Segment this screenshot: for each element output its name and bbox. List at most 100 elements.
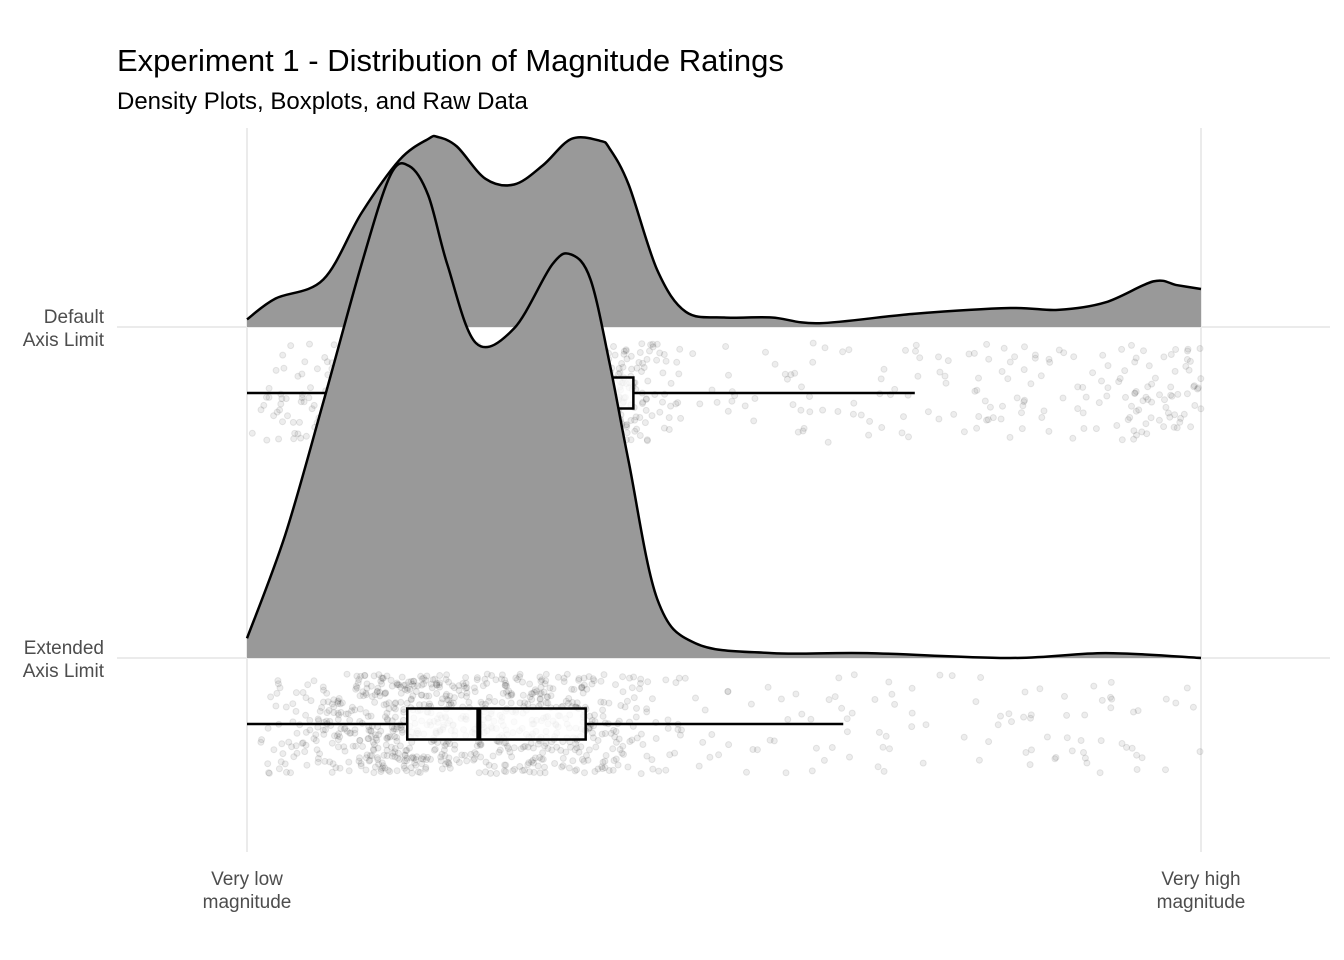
raw-point: [292, 707, 300, 715]
raw-point: [1038, 414, 1046, 421]
raw-point: [380, 701, 388, 709]
raw-point: [302, 741, 310, 749]
raw-point: [764, 683, 772, 691]
raw-point: [524, 700, 532, 708]
raw-point: [409, 753, 417, 761]
raw-point: [516, 673, 523, 681]
raw-point: [341, 747, 349, 755]
raw-point: [891, 700, 899, 708]
raw-point: [366, 756, 374, 764]
raw-point: [501, 761, 509, 769]
raw-point: [530, 768, 538, 776]
raw-point: [511, 765, 518, 773]
raw-point: [316, 750, 324, 758]
grid-layer: [246, 128, 1202, 852]
raw-point: [533, 688, 541, 695]
raw-point: [302, 728, 310, 736]
raw-point: [877, 375, 885, 383]
raw-point: [445, 678, 453, 686]
raw-point: [450, 694, 458, 702]
raw-point: [303, 761, 311, 769]
raw-point: [377, 677, 385, 685]
raw-point: [659, 369, 667, 377]
raw-point: [542, 670, 550, 678]
x-tick-label-1: Very high magnitude: [1157, 869, 1246, 913]
raw-point: [972, 698, 980, 706]
raw-point: [377, 765, 385, 773]
raw-point: [323, 709, 331, 717]
raw-point: [306, 340, 313, 348]
raw-point: [383, 746, 391, 754]
raw-point: [1045, 355, 1053, 363]
raw-point: [541, 763, 548, 771]
raw-point: [1133, 751, 1141, 759]
raw-point: [631, 416, 639, 424]
raw-point: [276, 684, 284, 692]
raw-point: [1177, 414, 1185, 422]
raw-point: [385, 699, 393, 707]
raw-point: [589, 729, 596, 737]
raw-point: [352, 685, 360, 693]
raw-point: [1081, 754, 1089, 762]
raw-point: [508, 691, 516, 699]
raw-point: [501, 676, 509, 684]
raw-point: [673, 358, 681, 366]
raw-point: [294, 430, 302, 438]
raw-point: [393, 737, 401, 745]
raw-point: [1134, 707, 1142, 715]
raw-point: [848, 709, 856, 717]
raw-point: [619, 363, 627, 371]
raw-point: [1133, 431, 1140, 439]
raw-point: [1126, 414, 1134, 421]
raw-point: [1059, 394, 1067, 402]
raw-point: [1138, 754, 1146, 762]
raw-point: [965, 350, 973, 358]
raw-point: [922, 721, 930, 729]
raw-point: [410, 677, 418, 685]
raw-point: [553, 743, 561, 751]
raw-point: [632, 713, 640, 721]
raw-point: [601, 757, 609, 765]
raw-point: [1144, 383, 1152, 391]
raw-point: [334, 709, 342, 717]
raw-point: [665, 426, 673, 433]
raw-point: [571, 767, 579, 775]
raw-point: [321, 354, 329, 361]
raw-point: [632, 413, 640, 421]
raw-point: [649, 765, 657, 773]
raw-point: [675, 370, 683, 378]
raw-point: [367, 682, 375, 690]
raw-point: [616, 746, 624, 753]
raw-point: [435, 681, 443, 689]
raw-point: [653, 356, 661, 364]
raw-point: [1162, 695, 1170, 703]
raw-point: [470, 684, 478, 692]
raw-point: [441, 752, 449, 760]
raw-point: [398, 673, 406, 681]
raw-point: [792, 690, 800, 698]
raw-point: [597, 677, 605, 685]
raw-point: [364, 735, 372, 743]
raw-point: [503, 682, 511, 690]
raw-point: [509, 767, 517, 775]
raw-point: [681, 674, 689, 682]
raw-point: [392, 699, 400, 707]
raw-point: [620, 350, 628, 358]
raw-point: [381, 690, 389, 698]
raw-point: [293, 729, 301, 737]
raw-point: [351, 729, 359, 737]
raw-point: [638, 340, 646, 348]
raw-point: [386, 733, 394, 741]
raw-point: [791, 369, 799, 377]
raw-point: [363, 680, 371, 688]
raw-point: [330, 696, 338, 704]
raw-point: [643, 752, 651, 760]
raw-point: [750, 417, 758, 425]
raw-point: [335, 695, 343, 702]
raw-point: [935, 415, 943, 423]
raw-point: [349, 742, 357, 750]
raw-point: [559, 754, 567, 762]
raw-point: [1103, 392, 1111, 400]
raw-point: [626, 674, 633, 682]
raw-point: [565, 695, 573, 702]
